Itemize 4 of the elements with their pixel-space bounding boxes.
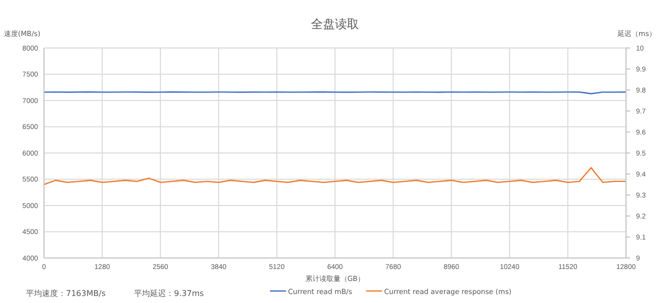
chart-title: 全盘读取 [311,17,359,31]
text: 平均速度：7163MB/s [26,289,106,298]
line-series [43,167,627,186]
text: 平均延迟：9.37ms [134,289,204,298]
